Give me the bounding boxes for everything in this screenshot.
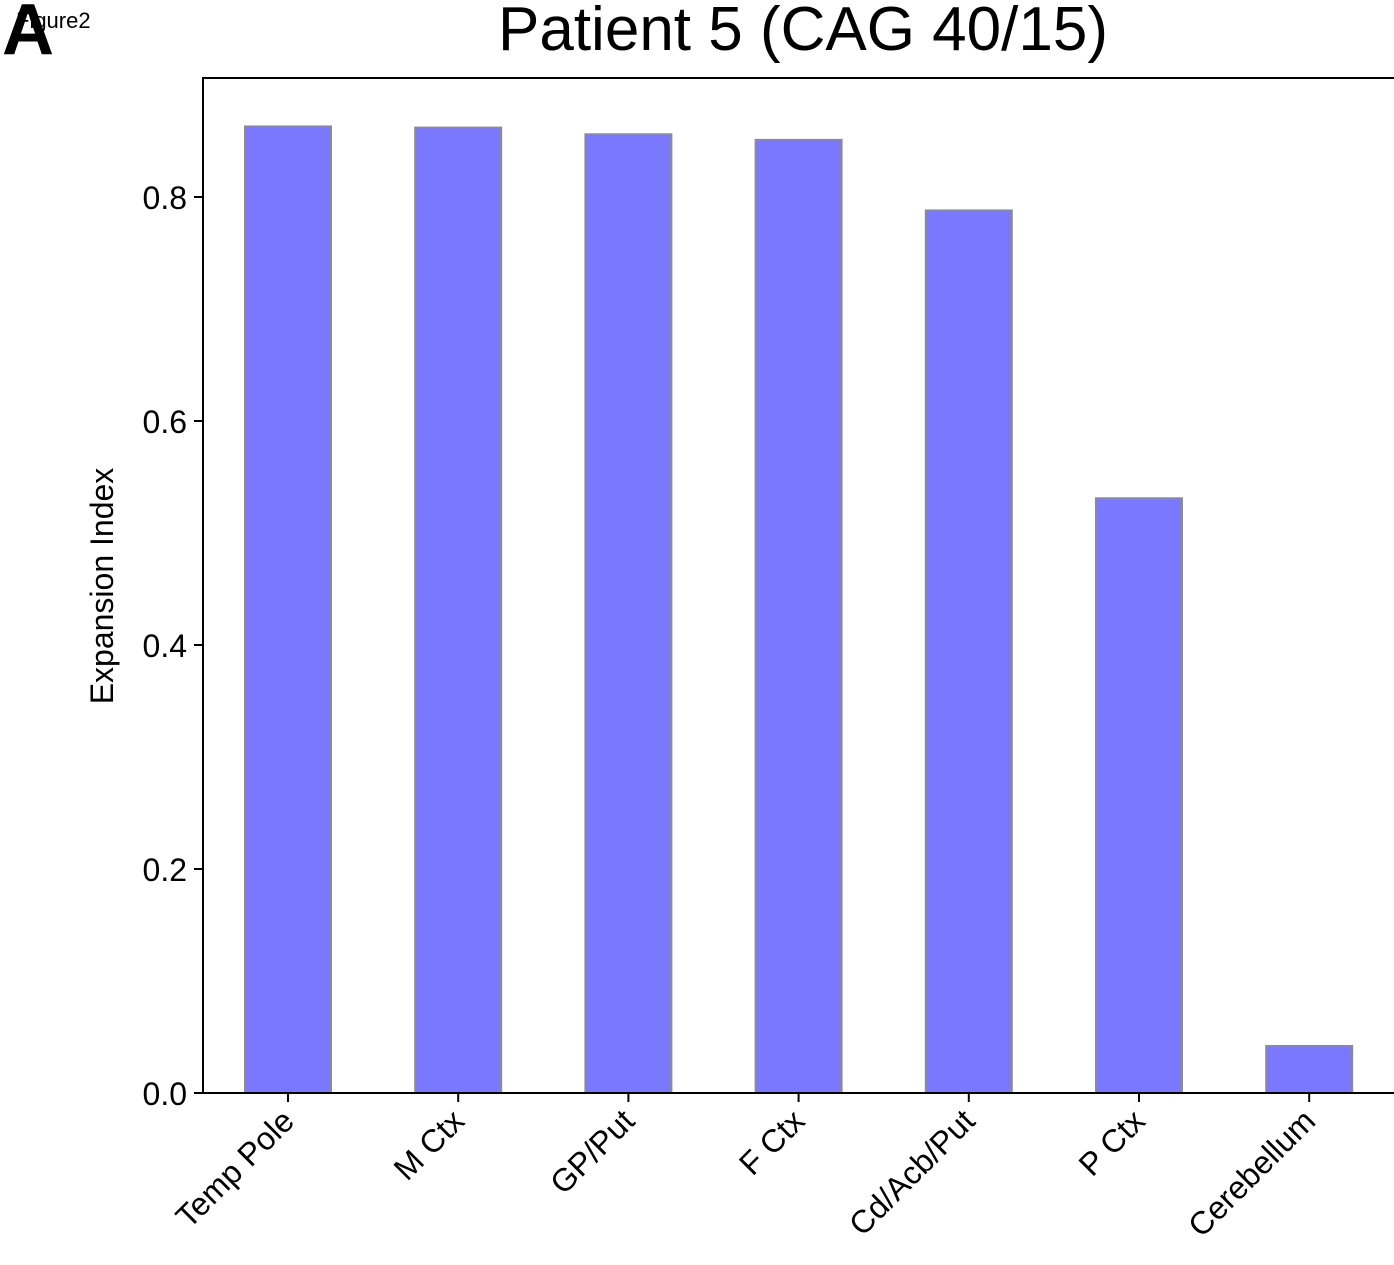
figure-note: Figure2: [16, 8, 91, 33]
bar-1: [414, 126, 503, 1094]
y-tick-label: 0.8: [143, 180, 187, 216]
bar-6: [1265, 1044, 1354, 1094]
x-axis-ticks: Temp Pole M Ctx GP/Put F Ctx Cd/Acb/Put P Ctx…: [169, 1093, 1322, 1244]
plot-frame: [202, 77, 1394, 1094]
bar-4: [924, 209, 1013, 1094]
y-tick-label: 0.4: [143, 628, 187, 664]
y-tick-label: 0.2: [143, 852, 187, 888]
x-tick-label: GP/Put: [543, 1102, 641, 1200]
x-tick-label: F Ctx: [732, 1102, 812, 1182]
x-tick-label: M Ctx: [387, 1102, 472, 1187]
y-tick-label: 0.6: [143, 404, 187, 440]
bar-5: [1095, 497, 1183, 1094]
bar-0: [244, 125, 332, 1094]
panel-letter: A: [2, 0, 54, 70]
chart-title: Patient 5 (CAG 40/15): [498, 0, 1108, 64]
y-axis-label: Expansion Index: [84, 468, 120, 705]
bar-2: [584, 133, 673, 1094]
x-tick-label: Temp Pole: [169, 1102, 301, 1234]
x-tick-label: Cerebellum: [1181, 1102, 1322, 1243]
y-axis-ticks: 0.0 0.2 0.4 0.6 0.8: [143, 180, 203, 1112]
x-tick-label: Cd/Acb/Put: [842, 1102, 982, 1242]
x-tick-label: P Ctx: [1072, 1102, 1152, 1182]
bars-group: [244, 125, 1354, 1094]
y-tick-label: 0.0: [143, 1076, 187, 1112]
bar-3: [754, 138, 843, 1094]
